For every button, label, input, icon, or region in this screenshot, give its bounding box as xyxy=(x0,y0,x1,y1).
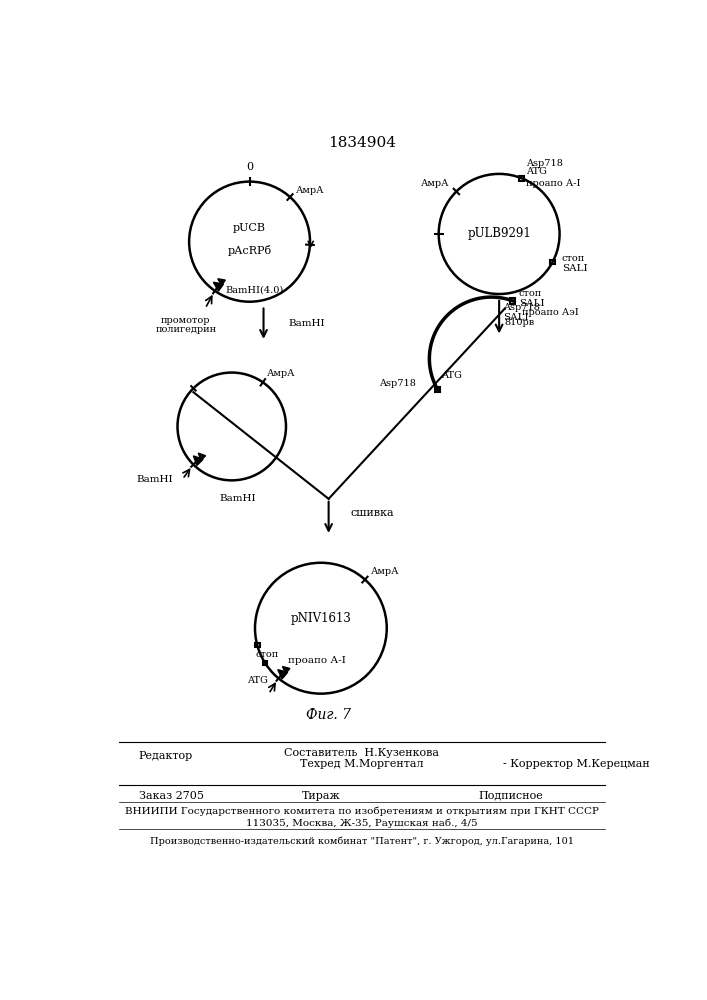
Text: промотор: промотор xyxy=(161,316,211,325)
Text: Asp718: Asp718 xyxy=(503,303,540,312)
Text: АмрА: АмрА xyxy=(421,179,450,188)
Text: 113035, Москва, Ж-35, Раушская наб., 4/5: 113035, Москва, Ж-35, Раушская наб., 4/5 xyxy=(246,818,478,828)
Text: ATG: ATG xyxy=(247,676,268,685)
Text: Редактор: Редактор xyxy=(139,751,193,761)
Polygon shape xyxy=(214,282,223,291)
Text: рUCB: рUCB xyxy=(233,223,266,233)
Text: рNIV1613: рNIV1613 xyxy=(291,612,351,625)
Polygon shape xyxy=(282,667,290,673)
Polygon shape xyxy=(278,670,288,679)
Text: BamHI: BamHI xyxy=(136,475,173,484)
Text: Техред М.Моргентал: Техред М.Моргентал xyxy=(300,759,423,769)
Text: 1834904: 1834904 xyxy=(328,136,396,150)
Text: SALI: SALI xyxy=(503,313,529,322)
Text: 810рв: 810рв xyxy=(505,318,535,327)
Text: стоп: стоп xyxy=(519,289,542,298)
Polygon shape xyxy=(218,279,226,285)
Text: Производственно-издательский комбинат "Патент", г. Ужгород, ул.Гагарина, 101: Производственно-издательский комбинат "П… xyxy=(150,837,574,846)
Text: Тираж: Тираж xyxy=(301,791,340,801)
Text: проапо А-I: проапо А-I xyxy=(527,179,581,188)
Text: - Корректор М.Керецман: - Корректор М.Керецман xyxy=(503,759,650,769)
Text: Фиг. 7: Фиг. 7 xyxy=(306,708,351,722)
Text: проапо А-I: проапо А-I xyxy=(288,656,346,665)
Text: SALI: SALI xyxy=(519,299,544,308)
Text: ATG: ATG xyxy=(442,371,462,380)
Text: 0: 0 xyxy=(246,162,253,172)
Text: SALI: SALI xyxy=(562,264,588,273)
Text: BamHI(4.0): BamHI(4.0) xyxy=(226,285,284,294)
Polygon shape xyxy=(194,456,203,465)
Text: BamHI: BamHI xyxy=(220,494,256,503)
Text: сшивка: сшивка xyxy=(351,508,394,518)
Text: проапо АэI: проапо АэI xyxy=(522,308,579,317)
Text: АмрА: АмрА xyxy=(267,369,295,378)
Text: Заказ 2705: Заказ 2705 xyxy=(139,791,204,801)
Text: рАсRРб: рАсRРб xyxy=(228,245,271,256)
Text: Подписное: Подписное xyxy=(479,791,543,801)
Text: BamHI: BamHI xyxy=(288,319,325,328)
Text: ATG: ATG xyxy=(527,167,547,176)
Text: Asp718: Asp718 xyxy=(527,159,563,168)
Polygon shape xyxy=(199,453,206,460)
Text: АмрА: АмрА xyxy=(296,186,325,195)
Text: полигедрин: полигедрин xyxy=(155,325,216,334)
Text: Составитель  Н.Кузенкова: Составитель Н.Кузенкова xyxy=(284,748,440,758)
Text: Asp718: Asp718 xyxy=(379,379,416,388)
Text: ВНИИПИ Государственного комитета по изобретениям и открытиям при ГКНТ СССР: ВНИИПИ Государственного комитета по изоб… xyxy=(125,807,599,816)
Text: рULB9291: рULB9291 xyxy=(467,227,531,240)
Text: стоп: стоп xyxy=(562,254,585,263)
Text: стоп: стоп xyxy=(255,650,279,659)
Text: АмрА: АмрА xyxy=(370,567,399,576)
